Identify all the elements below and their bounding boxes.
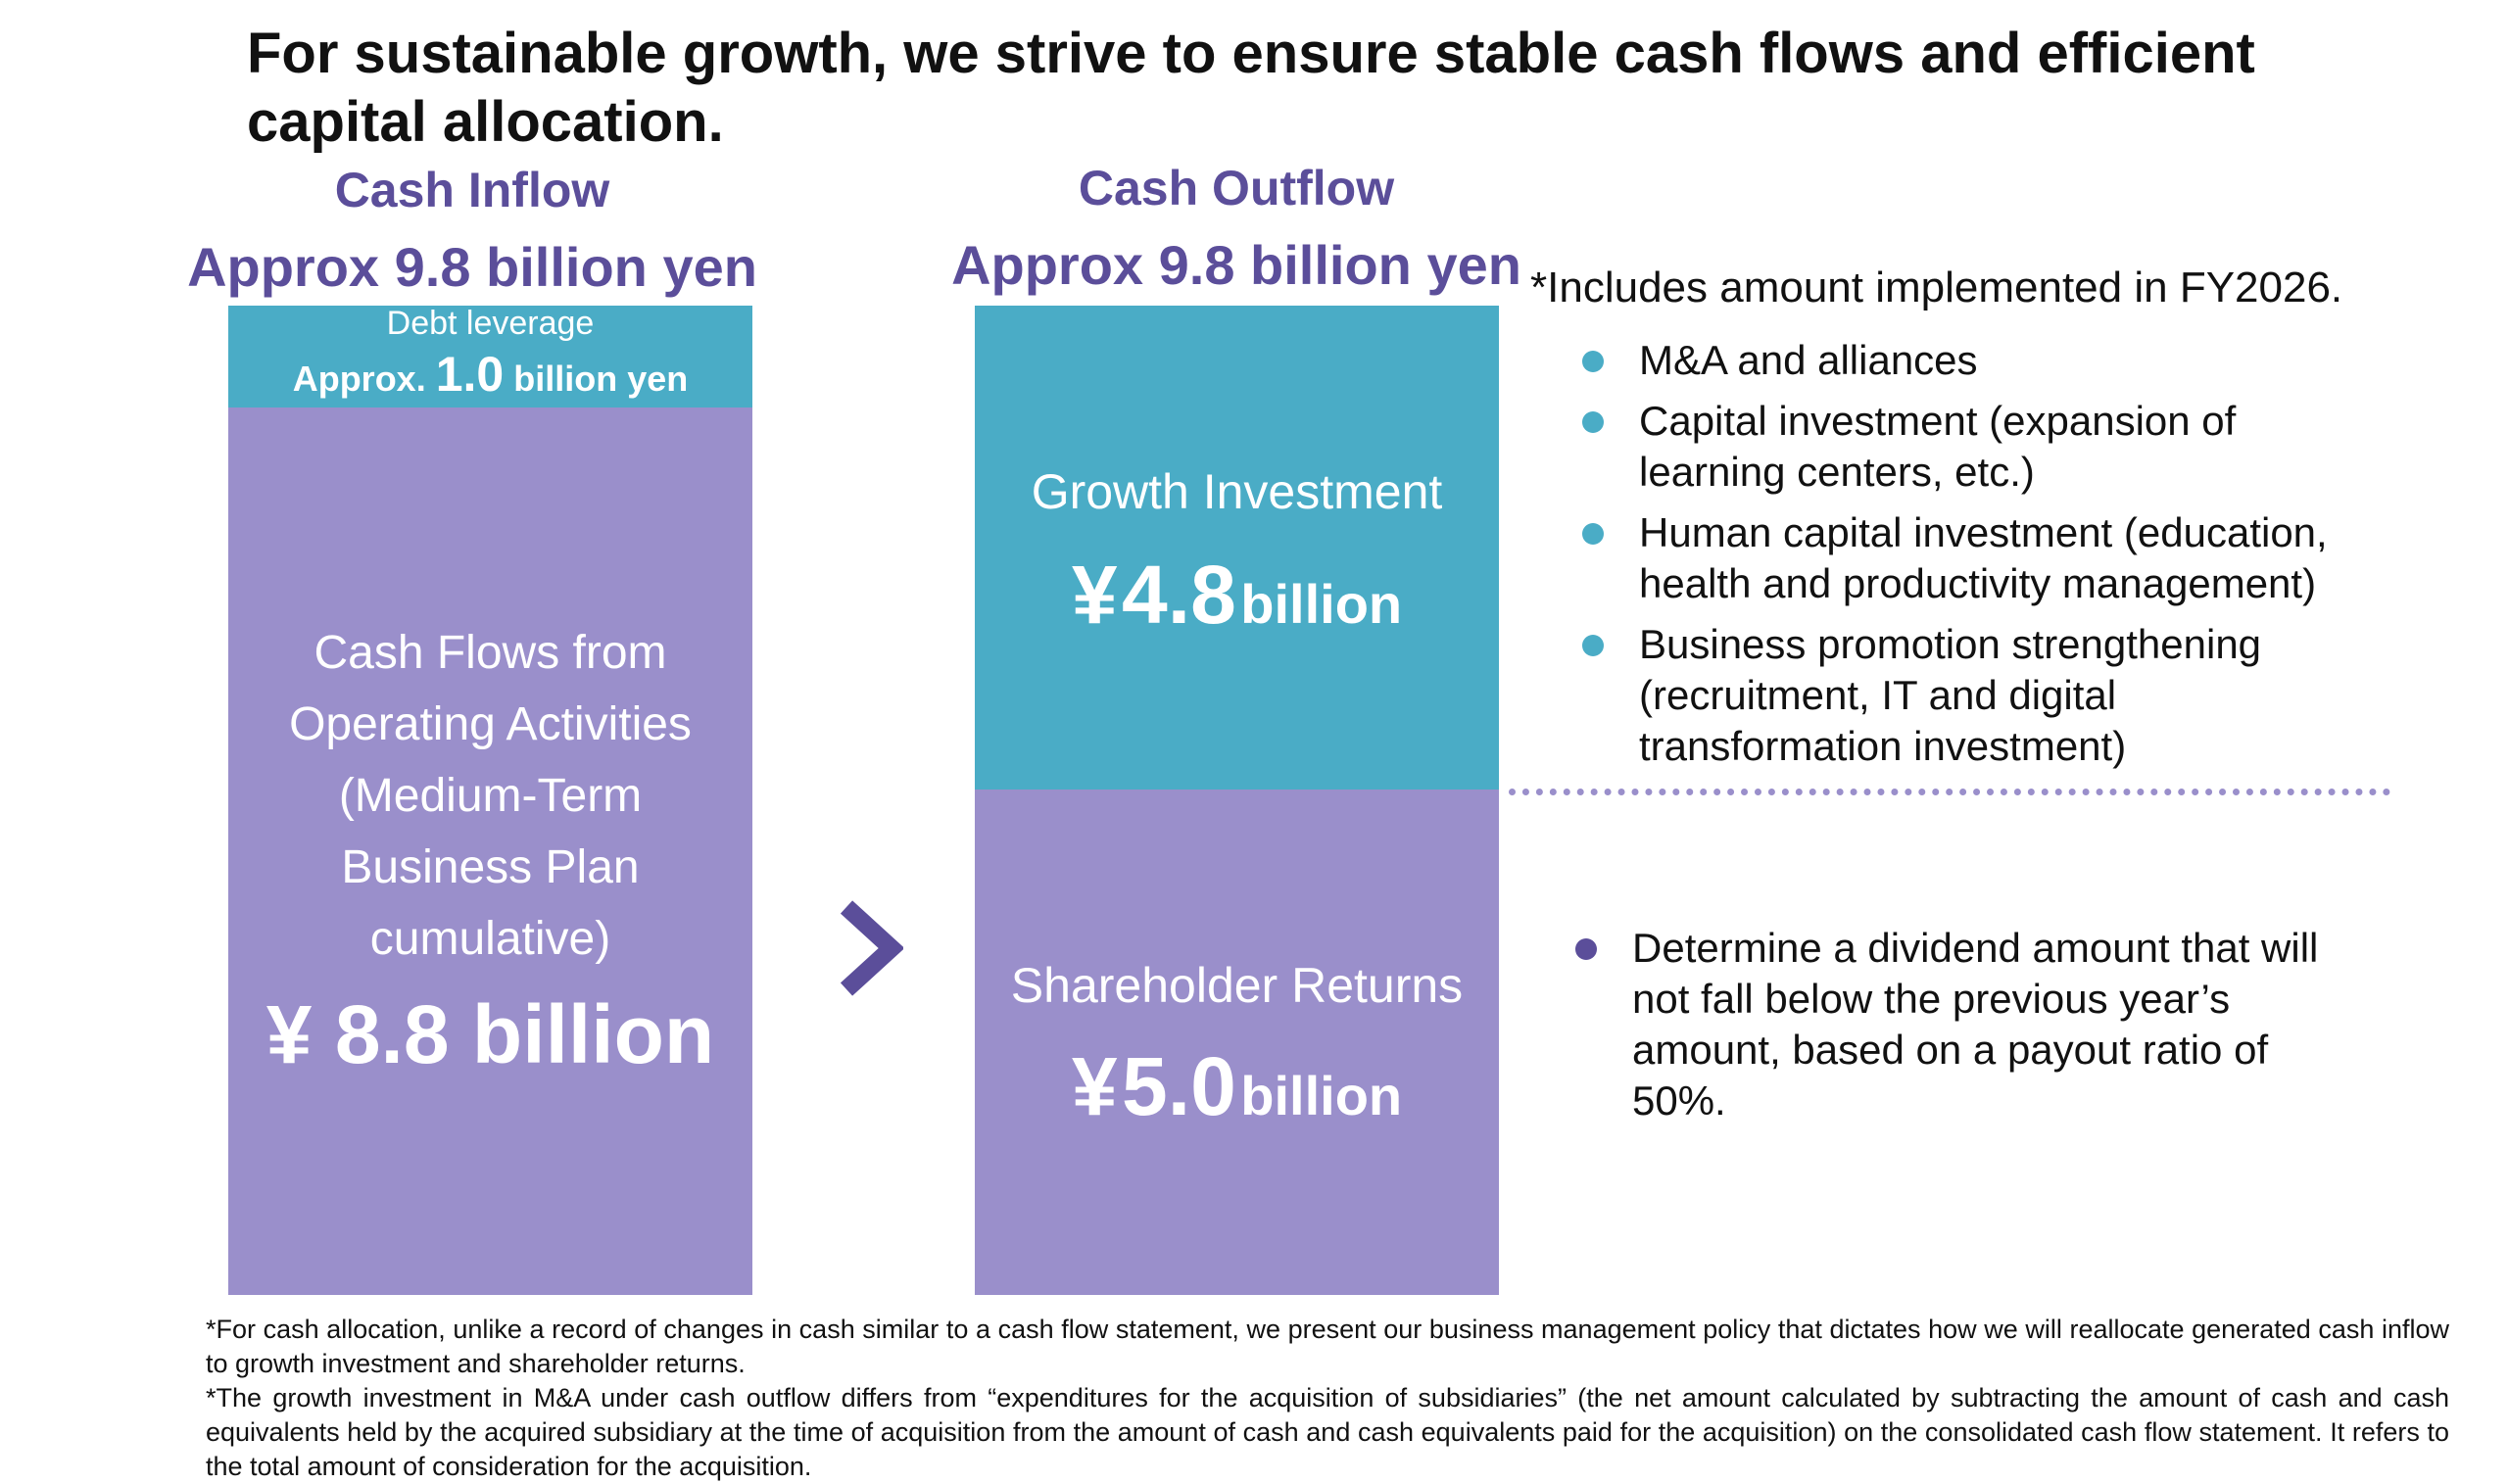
growth-investment-items: M&A and alliances Capital investment (ex… bbox=[1582, 335, 2386, 782]
growth-investment-label: Growth Investment bbox=[1031, 464, 1443, 519]
bullet-dot-icon bbox=[1582, 635, 1604, 656]
cash-outflow-amount: Approx 9.8 billion yen bbox=[951, 234, 1521, 296]
debt-suffix: billion yen bbox=[513, 359, 689, 399]
headline: For sustainable growth, we strive to ens… bbox=[247, 22, 2255, 154]
chevron-right-icon bbox=[840, 900, 903, 996]
bullet-dot-icon bbox=[1582, 411, 1604, 433]
list-item: Determine a dividend amount that will no… bbox=[1575, 923, 2359, 1126]
list-item: Human capital investment (education, hea… bbox=[1582, 507, 2386, 609]
growth-unit: billion bbox=[1240, 573, 1403, 635]
operating-line: (Medium-Term bbox=[338, 770, 643, 822]
growth-number: 4.8 bbox=[1122, 549, 1236, 641]
bullet-dot-icon bbox=[1582, 523, 1604, 545]
returns-number: 5.0 bbox=[1122, 1040, 1236, 1132]
operating-cash-label: Cash Flows from Operating Activities (Me… bbox=[228, 617, 752, 975]
shareholder-returns-label: Shareholder Returns bbox=[1010, 958, 1464, 1013]
cash-inflow-amount: Approx 9.8 billion yen bbox=[187, 236, 757, 298]
debt-leverage-block: Debt leverage Approx. 1.0 billion yen bbox=[228, 306, 752, 407]
returns-currency: ¥ bbox=[1071, 1040, 1118, 1132]
bullet-dot-icon bbox=[1582, 351, 1604, 372]
growth-investment-value: ¥ 4.8 billion bbox=[975, 541, 1499, 673]
operating-line: cumulative) bbox=[369, 913, 611, 965]
growth-investment-block: Growth Investment ¥ 4.8 billion bbox=[975, 306, 1499, 790]
operating-cash-block: Cash Flows from Operating Activities (Me… bbox=[228, 407, 752, 1295]
list-item: M&A and alliances bbox=[1582, 335, 2386, 386]
operating-cash-value: ¥ 8.8 billion bbox=[265, 988, 715, 1080]
returns-unit: billion bbox=[1240, 1065, 1403, 1126]
shareholder-returns-items: Determine a dividend amount that will no… bbox=[1575, 923, 2359, 1136]
growth-currency: ¥ bbox=[1071, 549, 1118, 641]
footnotes: *For cash allocation, unlike a record of… bbox=[206, 1313, 2449, 1484]
operating-line: Cash Flows from bbox=[314, 627, 667, 679]
cash-inflow-title: Cash Inflow bbox=[334, 163, 610, 217]
debt-leverage-label: Debt leverage bbox=[386, 305, 595, 342]
footnote-1: *For cash allocation, unlike a record of… bbox=[206, 1315, 2449, 1378]
debt-value: 1.0 bbox=[435, 347, 505, 402]
operating-line: Operating Activities bbox=[289, 698, 692, 750]
bullet-dot-icon bbox=[1575, 938, 1597, 960]
debt-prefix: Approx. bbox=[292, 359, 426, 399]
debt-leverage-value-line: Approx. 1.0 billion yen bbox=[228, 347, 752, 407]
list-item: Business promotion strengthening (recrui… bbox=[1582, 619, 2386, 772]
operating-line: Business Plan bbox=[341, 841, 640, 893]
shareholder-returns-block: Shareholder Returns ¥ 5.0 billion bbox=[975, 790, 1499, 1295]
cash-outflow-title: Cash Outflow bbox=[1078, 161, 1395, 215]
section-divider bbox=[1509, 789, 2390, 795]
fy2026-note: *Includes amount implemented in FY2026. bbox=[1530, 263, 2343, 311]
footnote-2: *The growth investment in M&A under cash… bbox=[206, 1383, 2449, 1481]
list-item: Capital investment (expansion of learnin… bbox=[1582, 396, 2386, 498]
shareholder-returns-value: ¥ 5.0 billion bbox=[975, 1032, 1499, 1165]
